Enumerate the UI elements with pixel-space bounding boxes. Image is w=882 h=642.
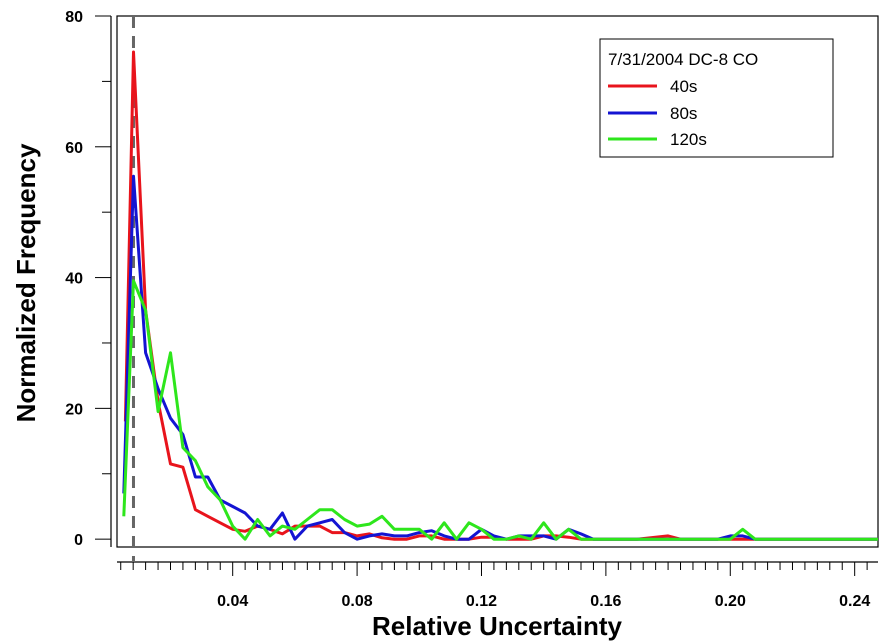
legend-label-80s: 80s (670, 104, 697, 123)
legend: 7/31/2004 DC-8 CO 40s 80s 120s (599, 38, 834, 158)
y-tick-label: 0 (74, 532, 83, 549)
x-tick-label: 0.04 (217, 593, 248, 610)
x-tick-label: 0.20 (715, 593, 746, 610)
legend-box (599, 38, 834, 158)
axes: 0.04 0.08 0.12 0.16 0.20 0.24 0 20 40 60 80 (65, 9, 878, 610)
x-tick-label: 0.16 (590, 593, 621, 610)
x-axis-title: Relative Uncertainty (372, 611, 623, 641)
plot-frame (116, 15, 879, 548)
y-tick-label: 60 (65, 140, 83, 157)
y-tick-label: 80 (65, 9, 83, 26)
x-tick-label: 0.24 (839, 593, 870, 610)
x-tick-label: 0.08 (342, 593, 373, 610)
series-group (122, 50, 878, 541)
y-tick-label: 40 (65, 271, 83, 288)
legend-title: 7/31/2004 DC-8 CO (608, 50, 758, 69)
y-tick-label: 20 (65, 401, 83, 418)
series-line-120s (122, 279, 878, 541)
legend-label-120s: 120s (670, 130, 707, 149)
series-line-80s (122, 174, 878, 541)
legend-label-40s: 40s (670, 77, 697, 96)
y-axis-title: Normalized Frequency (11, 143, 41, 422)
x-tick-label: 0.12 (466, 593, 497, 610)
